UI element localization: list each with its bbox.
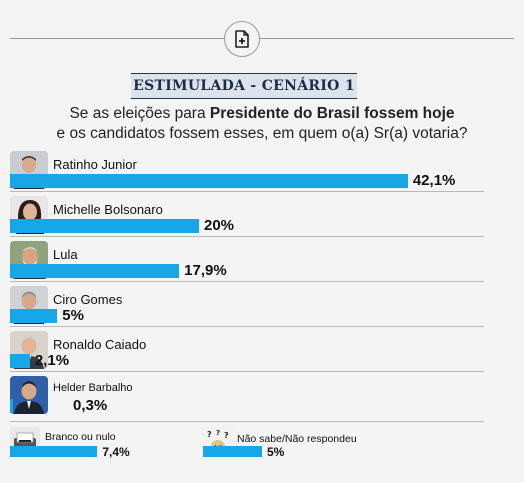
value-label: 7,4% [102, 445, 130, 459]
value-label: 17,9% [184, 262, 227, 279]
name-michelle-bolsonaro: Michelle Bolsonaro [53, 202, 163, 217]
name-ratinho-junior: Ratinho Junior [53, 157, 137, 172]
bar-helder-barbalho [10, 399, 13, 413]
row-separator [10, 236, 484, 237]
survey-question: Se as eleições para Presidente do Brasil… [0, 104, 524, 144]
value-label: 20% [204, 217, 235, 234]
value-label: 0,3% [73, 397, 108, 414]
value-label: 42,1% [412, 172, 456, 189]
top-divider [10, 38, 514, 39]
name-helder-barbalho: Helder Barbalho [53, 382, 133, 394]
avatar-helder-barbalho [10, 376, 48, 414]
question-line1-bold: Presidente do Brasil fossem hoje [209, 105, 455, 122]
svg-text:?: ? [216, 429, 220, 437]
name-ciro-gomes: Ciro Gomes [53, 292, 123, 307]
bar-lula [10, 264, 180, 278]
add-document-icon[interactable] [224, 21, 260, 57]
row-separator [10, 326, 484, 327]
bar-ratinho-junior [10, 174, 408, 188]
name-nao-sabe: Não sabe/Não respondeu [237, 433, 357, 445]
name-branco-nulo: Branco ou nulo [45, 431, 116, 443]
question-line2: e os candidatos fossem esses, em quem o(… [56, 125, 468, 142]
svg-text:?: ? [207, 430, 212, 439]
bar-ciro-gomes [10, 309, 58, 323]
value-label: 5% [267, 445, 285, 459]
bar-michelle-bolsonaro [10, 219, 199, 233]
row-separator [10, 371, 484, 372]
value-label: 5% [62, 307, 84, 324]
name-lula: Lula [53, 247, 78, 262]
bar-ronaldo-caiado [10, 354, 30, 368]
bar-nao-sabe [203, 446, 262, 457]
bar-branco-nulo [10, 446, 98, 457]
question-line1-prefix: Se as eleições para [69, 105, 210, 122]
value-label: 2,1% [34, 352, 70, 369]
name-ronaldo-caiado: Ronaldo Caiado [53, 337, 147, 352]
svg-text:?: ? [224, 431, 229, 440]
row-separator [10, 281, 484, 282]
row-separator [10, 421, 484, 422]
row-separator [10, 191, 484, 192]
chart-heading: ESTIMULADA - CENÁRIO 1 [131, 73, 357, 99]
